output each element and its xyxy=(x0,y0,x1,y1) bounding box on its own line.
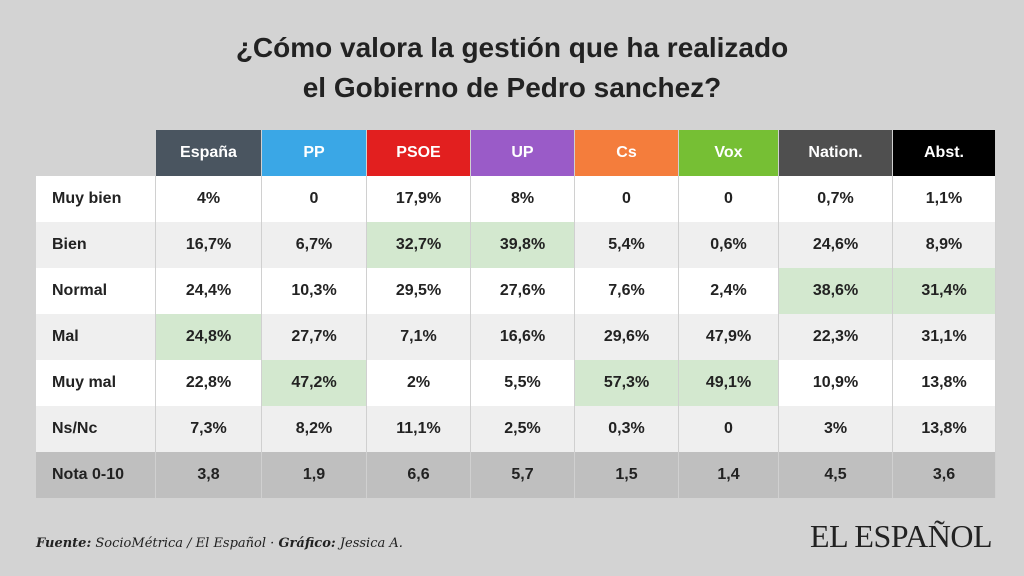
results-table: España PP PSOE UP Cs Vox Nation. Abst. Muy bien… xyxy=(36,130,996,498)
title-line-2: el Gobierno de Pedro sanchez? xyxy=(302,72,722,103)
table-cell: 22,3% xyxy=(779,314,893,360)
table-cell: 57,3% xyxy=(575,360,679,406)
table-cell: 38,6% xyxy=(779,268,893,314)
row-label: Mal xyxy=(36,314,156,360)
table-cell: 49,1% xyxy=(679,360,779,406)
table-cell: 8,2% xyxy=(262,406,367,452)
table-cell: 27,6% xyxy=(471,268,575,314)
table-row: Ns/Nc 7,3% 8,2% 11,1% 2,5% 0,3% 0 3% 13,8% xyxy=(36,406,996,452)
table-cell: 27,7% xyxy=(262,314,367,360)
table-cell: 31,1% xyxy=(893,314,996,360)
table-row: Muy mal 22,8% 47,2% 2% 5,5% 57,3% 49,1% 10,9% 13… xyxy=(36,360,996,406)
table-cell: 0 xyxy=(262,176,367,222)
table-cell: 3% xyxy=(779,406,893,452)
table-cell: 7,6% xyxy=(575,268,679,314)
table-cell: 32,7% xyxy=(367,222,471,268)
table-cell: 24,4% xyxy=(156,268,262,314)
graphic-label: Gráfico: xyxy=(278,536,336,551)
table-cell: 4% xyxy=(156,176,262,222)
row-label: Muy mal xyxy=(36,360,156,406)
table-cell: 4,5 xyxy=(779,452,893,498)
table-cell: 16,7% xyxy=(156,222,262,268)
table-cell: 24,6% xyxy=(779,222,893,268)
table-cell: 47,2% xyxy=(262,360,367,406)
table-cell: 2,4% xyxy=(679,268,779,314)
table-cell: 2,5% xyxy=(471,406,575,452)
table-row: Muy bien 4% 0 17,9% 8% 0 0 0,7% 1,1% xyxy=(36,176,996,222)
table-cell: 47,9% xyxy=(679,314,779,360)
table-cell: 1,9 xyxy=(262,452,367,498)
source-text: SocioMétrica / El Español · xyxy=(95,536,275,551)
table-cell: 3,6 xyxy=(893,452,996,498)
column-header: España xyxy=(156,130,262,176)
table-body: Muy bien 4% 0 17,9% 8% 0 0 0,7% 1,1% Bien 16,7% 6,7… xyxy=(36,176,996,498)
table-cell: 0,7% xyxy=(779,176,893,222)
table-cell: 39,8% xyxy=(471,222,575,268)
column-header: Abst. xyxy=(893,130,996,176)
column-header: Nation. xyxy=(779,130,893,176)
row-label: Ns/Nc xyxy=(36,406,156,452)
table-cell: 11,1% xyxy=(367,406,471,452)
table-cell: 1,1% xyxy=(893,176,996,222)
table-row: Bien 16,7% 6,7% 32,7% 39,8% 5,4% 0,6% 24,6% 8,9% xyxy=(36,222,996,268)
column-header: PP xyxy=(262,130,367,176)
column-header: Vox xyxy=(679,130,779,176)
table-cell: 7,3% xyxy=(156,406,262,452)
row-label: Normal xyxy=(36,268,156,314)
row-label: Nota 0-10 xyxy=(36,452,156,498)
row-label: Bien xyxy=(36,222,156,268)
column-header: Cs xyxy=(575,130,679,176)
el-espanol-logo: EL ESPAÑOL xyxy=(810,518,992,554)
header-row: España PP PSOE UP Cs Vox Nation. Abst. xyxy=(36,130,996,176)
table-cell: 29,6% xyxy=(575,314,679,360)
title-line-1: ¿Cómo valora la gestión que ha realizado xyxy=(235,32,789,63)
table-cell: 5,4% xyxy=(575,222,679,268)
chart-title: ¿Cómo valora la gestión que ha realizado… xyxy=(0,28,1024,108)
row-label: Muy bien xyxy=(36,176,156,222)
table-cell: 13,8% xyxy=(893,360,996,406)
table-cell: 24,8% xyxy=(156,314,262,360)
table-cell: 0 xyxy=(575,176,679,222)
table-cell: 17,9% xyxy=(367,176,471,222)
table-cell: 3,8 xyxy=(156,452,262,498)
table-cell: 31,4% xyxy=(893,268,996,314)
table-cell: 8,9% xyxy=(893,222,996,268)
source-credit: Fuente: SocioMétrica / El Español · Gráf… xyxy=(36,536,403,551)
column-header: UP xyxy=(471,130,575,176)
table-cell: 0 xyxy=(679,176,779,222)
source-label: Fuente: xyxy=(36,536,92,551)
table-cell: 29,5% xyxy=(367,268,471,314)
table-cell: 5,5% xyxy=(471,360,575,406)
table-cell: 7,1% xyxy=(367,314,471,360)
table-cell: 8% xyxy=(471,176,575,222)
table-cell: 1,4 xyxy=(679,452,779,498)
corner-cell xyxy=(36,130,156,176)
table-cell: 0,3% xyxy=(575,406,679,452)
table-cell: 13,8% xyxy=(893,406,996,452)
column-header: PSOE xyxy=(367,130,471,176)
table-cell: 0,6% xyxy=(679,222,779,268)
table-cell: 2% xyxy=(367,360,471,406)
table-cell: 10,9% xyxy=(779,360,893,406)
table-cell: 22,8% xyxy=(156,360,262,406)
table-cell: 6,7% xyxy=(262,222,367,268)
table-row: Normal 24,4% 10,3% 29,5% 27,6% 7,6% 2,4% 38,6% 3… xyxy=(36,268,996,314)
table-cell: 1,5 xyxy=(575,452,679,498)
table-cell: 16,6% xyxy=(471,314,575,360)
table-cell: 5,7 xyxy=(471,452,575,498)
graphic-text: Jessica A. xyxy=(339,536,403,551)
table-cell: 6,6 xyxy=(367,452,471,498)
table-row: Nota 0-10 3,8 1,9 6,6 5,7 1,5 1,4 4,5 3,6 xyxy=(36,452,996,498)
table-row: Mal 24,8% 27,7% 7,1% 16,6% 29,6% 47,9% 22,3% 31,… xyxy=(36,314,996,360)
table-cell: 10,3% xyxy=(262,268,367,314)
table-cell: 0 xyxy=(679,406,779,452)
